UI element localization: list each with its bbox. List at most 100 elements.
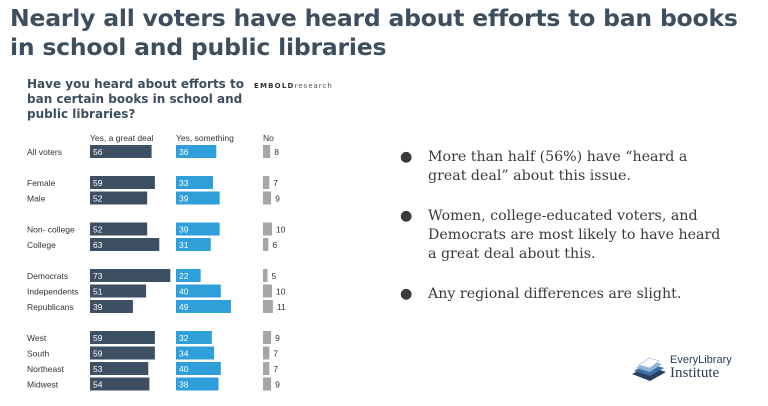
bar-value-label: 33 <box>179 178 189 188</box>
category-label: Female <box>27 178 56 188</box>
category-label: Midwest <box>27 380 59 390</box>
bar-yes-something <box>176 191 220 205</box>
bar-no <box>263 331 272 344</box>
bullet-text: Women, college-educated voters, and Demo… <box>428 208 721 262</box>
bar-value-label: 22 <box>179 271 189 281</box>
bar-yes-something <box>176 362 221 375</box>
bar-value-label: 11 <box>277 302 286 312</box>
bullet-item: ● Women, college-educated voters, and Dem… <box>400 207 730 264</box>
bar-value-label: 5 <box>272 271 277 281</box>
bar-no <box>263 300 273 313</box>
bar-yes-a-great-deal <box>90 238 160 251</box>
bar-value-label: 6 <box>272 240 277 250</box>
bar-value-label: 54 <box>93 380 103 390</box>
bar-yes-a-great-deal <box>90 145 152 158</box>
bar-yes-something <box>176 331 212 344</box>
bar-no <box>263 362 270 375</box>
bar-no <box>263 284 272 298</box>
bar-value-label: 10 <box>276 287 286 297</box>
category-label: Non- college <box>27 225 75 235</box>
bar-no <box>263 238 269 251</box>
brand-bold: EMBOLD <box>254 82 295 90</box>
bar-yes-a-great-deal <box>90 346 155 360</box>
bar-value-label: 7 <box>273 349 278 359</box>
bar-value-label: 39 <box>93 302 103 312</box>
logo-line-1: EveryLibrary <box>670 354 732 366</box>
bullet-item: ● More than half (56%) have “heard a grea… <box>400 148 730 186</box>
bar-yes-a-great-deal <box>90 176 155 189</box>
bar-yes-something <box>176 238 211 251</box>
bar-value-label: 39 <box>179 225 189 235</box>
bullet-item: ● Any regional differences are slight. <box>400 285 730 304</box>
bar-value-label: 40 <box>179 364 189 374</box>
bullet-dot-icon: ● <box>400 286 413 302</box>
bar-value-label: 9 <box>275 380 280 390</box>
brand-light: research <box>294 82 333 90</box>
bar-value-label: 31 <box>179 240 189 250</box>
bar-value-label: 52 <box>93 225 103 235</box>
bar-yes-something <box>176 176 213 189</box>
bar-value-label: 59 <box>93 178 103 188</box>
category-label: West <box>27 333 47 343</box>
bullet-list: ● More than half (56%) have “heard a grea… <box>400 148 730 325</box>
bar-yes-something <box>176 269 201 282</box>
bar-value-label: 10 <box>276 225 286 235</box>
logo-line-2: Institute <box>670 365 720 381</box>
category-label: All voters <box>27 147 62 157</box>
slide-title: Nearly all voters have heard about effor… <box>10 4 738 61</box>
bar-no <box>263 346 270 360</box>
bullet-dot-icon: ● <box>400 149 413 165</box>
bar-value-label: 9 <box>275 333 280 343</box>
bullet-text: Any regional differences are slight. <box>428 286 682 302</box>
column-header: No <box>263 133 274 143</box>
bar-value-label: 7 <box>273 364 278 374</box>
bullet-dot-icon: ● <box>400 208 413 224</box>
bar-yes-something <box>176 284 221 298</box>
everylibrary-institute-logo: EveryLibrary Institute <box>630 350 750 390</box>
bar-yes-something <box>176 222 220 236</box>
bar-yes-something <box>176 377 219 391</box>
bar-no <box>263 269 268 282</box>
bar-yes-a-great-deal <box>90 269 171 282</box>
bar-no <box>263 191 272 205</box>
bar-yes-a-great-deal <box>90 362 149 375</box>
bar-no <box>263 222 272 236</box>
category-label: College <box>27 240 56 250</box>
bar-value-label: 51 <box>93 287 103 297</box>
column-header: Yes, a great deal <box>90 133 154 143</box>
bar-value-label: 9 <box>275 194 280 204</box>
embold-research-logo: EMBOLDresearch <box>254 82 333 90</box>
bar-no <box>263 176 270 189</box>
bar-value-label: 56 <box>93 147 103 157</box>
bar-yes-a-great-deal <box>90 191 148 205</box>
category-label: Republicans <box>27 302 74 312</box>
bar-value-label: 36 <box>179 147 189 157</box>
bar-value-label: 49 <box>179 302 189 312</box>
chart-title: Have you heard about efforts to ban cert… <box>27 77 244 121</box>
bar-yes-a-great-deal <box>90 331 155 344</box>
bar-value-label: 59 <box>93 333 103 343</box>
bullet-text: More than half (56%) have “heard a great… <box>428 149 688 184</box>
bar-no <box>263 145 271 158</box>
column-header: Yes, something <box>176 133 234 143</box>
bar-value-label: 34 <box>179 349 189 359</box>
bar-value-label: 32 <box>179 333 189 343</box>
book-icon <box>632 357 666 381</box>
bar-yes-something <box>176 300 231 313</box>
category-label: Male <box>27 194 46 204</box>
bar-value-label: 63 <box>93 240 103 250</box>
bar-yes-a-great-deal <box>90 300 133 313</box>
bar-value-label: 73 <box>93 271 103 281</box>
category-label: Democrats <box>27 271 68 281</box>
bar-value-label: 38 <box>179 380 189 390</box>
category-label: South <box>27 349 49 359</box>
bar-yes-a-great-deal <box>90 377 150 391</box>
bar-yes-something <box>176 346 215 360</box>
bar-value-label: 40 <box>179 287 189 297</box>
bar-value-label: 53 <box>93 364 103 374</box>
category-label: Independents <box>27 287 79 297</box>
bar-value-label: 59 <box>93 349 103 359</box>
bar-value-label: 39 <box>179 194 189 204</box>
bar-yes-something <box>176 145 217 158</box>
